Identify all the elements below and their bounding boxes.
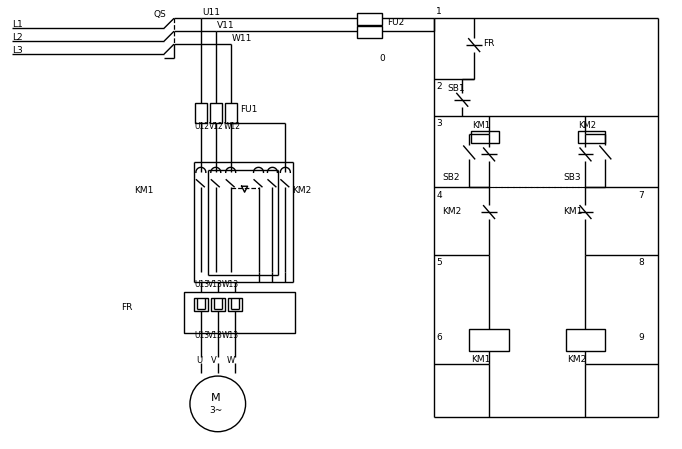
Text: U11: U11: [202, 8, 220, 17]
Bar: [210, 103, 222, 123]
Text: 4: 4: [436, 191, 442, 200]
Text: FR: FR: [483, 39, 494, 48]
Text: KM1: KM1: [563, 207, 583, 216]
Bar: [565, 330, 606, 351]
Circle shape: [190, 376, 246, 431]
Text: SB3: SB3: [563, 173, 581, 182]
Text: SB2: SB2: [443, 173, 460, 182]
Bar: [469, 330, 509, 351]
Text: KM2: KM2: [578, 121, 597, 130]
Text: KM1: KM1: [472, 121, 490, 130]
Bar: [195, 103, 207, 123]
Text: 2: 2: [436, 82, 442, 91]
Text: 3~: 3~: [209, 406, 222, 415]
Bar: [184, 291, 295, 333]
Bar: [225, 103, 237, 123]
Bar: [357, 13, 382, 25]
Text: KM1: KM1: [134, 186, 153, 195]
Text: V13: V13: [208, 331, 223, 340]
Text: 6: 6: [436, 333, 442, 342]
Text: W12: W12: [224, 122, 241, 131]
Text: U12: U12: [194, 122, 209, 131]
Text: U: U: [196, 356, 202, 365]
Text: FU2: FU2: [387, 18, 404, 27]
Text: L3: L3: [12, 46, 23, 55]
Bar: [578, 131, 606, 142]
Bar: [357, 26, 382, 38]
Bar: [471, 131, 499, 142]
Text: 0: 0: [380, 53, 385, 62]
Text: KM2: KM2: [567, 355, 587, 364]
Text: W13: W13: [222, 280, 239, 289]
Text: 3: 3: [436, 119, 442, 128]
Bar: [211, 298, 225, 312]
Text: V: V: [211, 356, 217, 365]
Text: V13: V13: [208, 280, 223, 289]
Text: 8: 8: [638, 258, 644, 267]
Text: W: W: [226, 356, 235, 365]
Text: W11: W11: [232, 34, 252, 43]
Text: 7: 7: [638, 191, 644, 200]
Text: FR: FR: [121, 303, 133, 312]
Text: U13: U13: [194, 280, 209, 289]
Text: V11: V11: [217, 21, 235, 30]
Text: FU1: FU1: [241, 105, 258, 114]
Text: 5: 5: [436, 258, 442, 267]
Text: KM1: KM1: [471, 355, 490, 364]
Text: QS: QS: [153, 10, 166, 19]
Text: 9: 9: [638, 333, 644, 342]
Bar: [194, 298, 208, 312]
Text: U13: U13: [194, 331, 209, 340]
Text: L2: L2: [12, 33, 23, 42]
Text: KM2: KM2: [443, 207, 462, 216]
Text: L1: L1: [12, 20, 23, 29]
Text: V12: V12: [209, 122, 224, 131]
Text: W13: W13: [222, 331, 239, 340]
Bar: [228, 298, 241, 312]
Text: 1: 1: [436, 7, 442, 16]
Text: M: M: [211, 393, 220, 403]
Text: SB1: SB1: [447, 84, 465, 93]
Text: KM2: KM2: [293, 186, 312, 195]
